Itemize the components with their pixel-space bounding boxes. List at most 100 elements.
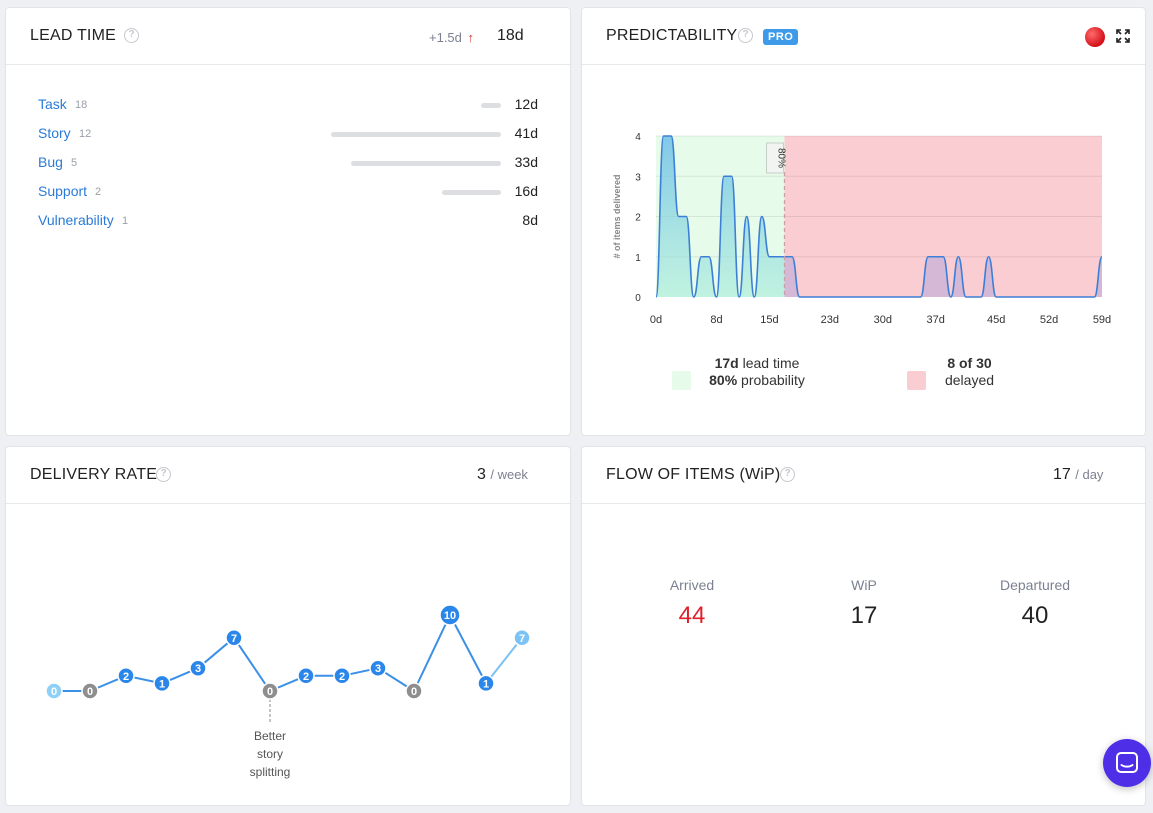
- legend-probability-value: 80%: [709, 372, 738, 388]
- lead-time-card: LEAD TIME ? +1.5d ↑ 18d Task 18 12d Story 12…: [5, 7, 571, 436]
- rate-point[interactable]: [81, 682, 99, 700]
- lead-time-delta-value: +1.5d: [429, 30, 462, 45]
- predictability-header: PREDICTABILITY ? PRO: [582, 8, 1145, 65]
- legend-swatch-red: [907, 371, 926, 390]
- lead-time-type-link[interactable]: Bug: [38, 154, 63, 170]
- arrived-stat: Arrived 44: [622, 577, 762, 630]
- annotation-text: story: [257, 747, 283, 761]
- rate-point[interactable]: [261, 682, 279, 700]
- rate-point[interactable]: [153, 674, 171, 693]
- distribution-area: [656, 136, 785, 297]
- delivery-rate-title: DELIVERY RATE: [30, 466, 158, 483]
- x-tick-label: 23d: [821, 314, 839, 326]
- rate-point[interactable]: [189, 659, 207, 677]
- legend-delayed-label: delayed: [944, 372, 995, 388]
- predictability-title: PREDICTABILITY: [606, 27, 738, 44]
- delivery-rate-unit: / week: [490, 467, 528, 482]
- expand-icon[interactable]: [1115, 28, 1131, 44]
- x-tick-label: 52d: [1040, 314, 1058, 326]
- rate-point[interactable]: [405, 682, 423, 700]
- legend-delayed: 8 of 30 delayed: [927, 355, 1012, 389]
- lead-time-type-count: 12: [79, 128, 92, 140]
- rate-point-label: 0: [267, 686, 273, 698]
- rate-point-label: 0: [51, 686, 57, 698]
- departured-stat: Departured 40: [965, 577, 1105, 630]
- delivery-rate-number: 3: [477, 466, 486, 483]
- lead-time-type-link[interactable]: Support: [38, 183, 88, 199]
- lead-time-row: Vulnerability 1 8d: [6, 212, 570, 232]
- x-tick-label: 15d: [760, 314, 778, 326]
- arrived-value: 44: [678, 602, 706, 629]
- lead-time-row: Story 12 41d: [6, 125, 570, 145]
- legend-probability-label: probability: [737, 372, 805, 388]
- predictability-chart: 0 1 2 3 4 0d 8d 15d 23d 30d 37d 45d 52d 59d # of items…: [612, 132, 1111, 326]
- rate-segment: [449, 614, 487, 684]
- lead-time-type-link[interactable]: Story: [38, 125, 71, 141]
- flow-card: FLOW OF ITEMS (WiP) ? 17 / day Arrived 4…: [581, 446, 1146, 806]
- rate-point[interactable]: [117, 667, 135, 685]
- rate-point[interactable]: [45, 682, 63, 700]
- flow-unit: / day: [1075, 467, 1104, 482]
- rate-point[interactable]: [225, 629, 243, 647]
- rate-point-label: 2: [123, 671, 129, 683]
- rate-segment: [233, 637, 271, 692]
- departured-value: 40: [1021, 602, 1049, 629]
- lead-time-type-count: 2: [95, 186, 102, 198]
- chat-launcher-button[interactable]: [1103, 739, 1151, 787]
- help-icon[interactable]: ?: [780, 467, 795, 482]
- rate-segment: [413, 614, 451, 692]
- chat-icon: [1116, 752, 1138, 773]
- help-icon[interactable]: ?: [156, 467, 171, 482]
- y-axis-label: # of items delivered: [612, 174, 622, 258]
- lead-time-type-value: 16d: [514, 183, 538, 199]
- x-tick-label: 45d: [987, 314, 1005, 326]
- lead-time-type-value: 33d: [514, 154, 538, 170]
- percentile-label: 80%: [776, 148, 787, 168]
- lead-time-value: 18d: [497, 27, 524, 44]
- lead-time-type-count: 5: [71, 157, 78, 169]
- lead-time-type-value: 8d: [522, 212, 538, 228]
- rate-point-label: 2: [303, 671, 309, 683]
- rate-point-label: 1: [483, 678, 489, 690]
- help-icon[interactable]: ?: [124, 28, 139, 43]
- wip-value: 17: [850, 602, 878, 629]
- lead-time-bar: [351, 161, 501, 166]
- lead-time-row: Support 2 16d: [6, 183, 570, 203]
- legend-lead-time: 17d lead time 80% probability: [692, 355, 822, 389]
- lead-time-type-link[interactable]: Task: [38, 96, 67, 112]
- percentile-label-box: [766, 142, 785, 174]
- y-tick-label: 4: [635, 132, 641, 143]
- delivery-rate-header: DELIVERY RATE ? 3 / week: [6, 447, 570, 504]
- wip-label: WiP: [851, 577, 877, 593]
- rate-point[interactable]: [297, 667, 315, 685]
- help-icon[interactable]: ?: [738, 28, 753, 43]
- rate-point[interactable]: [439, 604, 461, 626]
- y-tick-label: 0: [635, 293, 641, 304]
- distribution-line: [655, 135, 1103, 298]
- expand-icon-svg: [1116, 29, 1130, 43]
- lead-time-row: Task 18 12d: [6, 96, 570, 116]
- rate-point-label: 0: [411, 686, 417, 698]
- rate-point[interactable]: [513, 629, 531, 647]
- lead-time-bar: [442, 190, 501, 195]
- lead-time-type-value: 12d: [514, 96, 538, 112]
- delivery-rate-chart: Better story splitting 0 0 2 1 3 7 0 2 2 3 0 10 1 7: [45, 604, 531, 779]
- rate-point-label: 1: [159, 678, 165, 690]
- rate-point-label: 10: [444, 610, 456, 622]
- flow-value: 17 / day: [1053, 466, 1103, 484]
- departured-label: Departured: [999, 577, 1071, 593]
- rate-point[interactable]: [477, 674, 495, 693]
- delivery-rate-card: DELIVERY RATE ? 3 / week Better story spli…: [5, 446, 571, 806]
- lead-time-type-value: 41d: [514, 125, 538, 141]
- lead-time-type-count: 1: [122, 215, 129, 227]
- delivery-rate-value: 3 / week: [477, 466, 528, 484]
- rate-point[interactable]: [333, 667, 351, 685]
- rate-point-label: 7: [519, 633, 525, 645]
- x-tick-label: 0d: [650, 314, 662, 326]
- rate-point[interactable]: [369, 659, 387, 677]
- lead-time-header: LEAD TIME ? +1.5d ↑ 18d: [6, 8, 570, 65]
- legend-delayed-count: 8 of 30: [947, 355, 992, 371]
- lead-time-type-link[interactable]: Vulnerability: [38, 212, 114, 228]
- status-dot-icon[interactable]: [1085, 27, 1105, 47]
- x-tick-label: 37d: [927, 314, 945, 326]
